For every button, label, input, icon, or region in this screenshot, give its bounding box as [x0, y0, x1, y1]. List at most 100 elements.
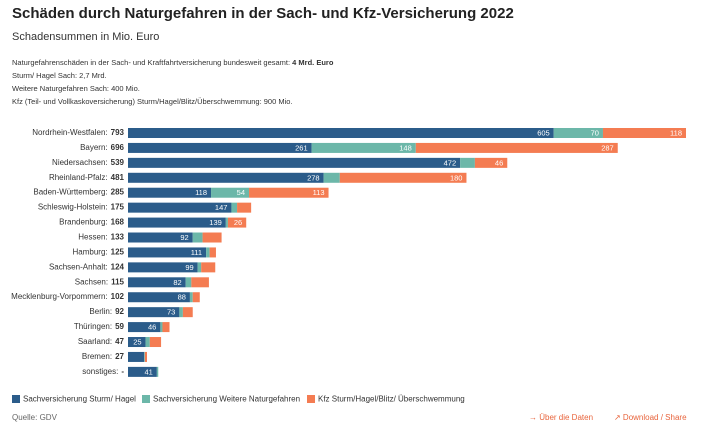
- note: Naturgefahrenschäden in der Sach- und Kr…: [12, 58, 334, 67]
- value-label: 118: [670, 128, 682, 137]
- note-bold: 4 Mrd. Euro: [292, 58, 334, 67]
- value-label: 70: [591, 128, 599, 137]
- category-total: 539: [111, 158, 125, 167]
- value-label: 73: [167, 308, 175, 317]
- bar-segment: [192, 292, 200, 303]
- bar-segment: [191, 277, 209, 288]
- category-label: Sachsen-Anhalt: 124: [49, 262, 125, 271]
- chart-subtitle: Schadensummen in Mio. Euro: [12, 31, 159, 43]
- category-total: 47: [115, 337, 124, 346]
- bar-segment: [311, 142, 416, 153]
- bar-segment: [211, 187, 250, 198]
- bar-segment: [128, 217, 226, 228]
- category-name: Niedersachsen:: [52, 158, 108, 167]
- bar-segment: [602, 128, 686, 138]
- category-label: sonstiges: -: [82, 367, 124, 376]
- bar-segment: [237, 202, 252, 213]
- bar-segment: [128, 157, 461, 168]
- value-label: 605: [537, 128, 550, 137]
- category-name: Sachsen-Anhalt:: [49, 262, 108, 271]
- category-label: Saarland: 47: [78, 337, 125, 346]
- bar-segment: [156, 366, 159, 377]
- category-total: 59: [115, 322, 124, 331]
- value-label: 41: [145, 367, 153, 376]
- bar-segment: [206, 247, 210, 258]
- value-label: 139: [209, 218, 222, 227]
- bar-segment: [192, 232, 203, 243]
- category-total: 285: [111, 188, 125, 197]
- bar-segment: [128, 247, 207, 258]
- note: Kfz (Teil- und Vollkaskoversicherung) St…: [12, 97, 293, 106]
- bar-segment: [185, 277, 192, 288]
- legend-swatch: [142, 395, 150, 403]
- category-name: Bayern:: [80, 143, 108, 152]
- bar-segment: [128, 277, 186, 288]
- value-label: 88: [178, 293, 186, 302]
- bar-segment: [202, 232, 222, 243]
- category-total: 793: [111, 128, 125, 137]
- category-total: -: [121, 367, 124, 376]
- category-label: Thüringen: 59: [74, 322, 125, 331]
- bar-segment: [231, 202, 238, 213]
- category-label: Rheinland-Pfalz: 481: [49, 173, 125, 182]
- category-name: Saarland:: [78, 337, 112, 346]
- bar-segment: [128, 322, 161, 333]
- category-name: Mecklenburg-Vorpommern:: [11, 292, 107, 301]
- bar-segment: [144, 351, 147, 362]
- bar-segment: [225, 217, 228, 228]
- link[interactable]: ↗ Download / Share: [614, 413, 687, 422]
- category-name: Rheinland-Pfalz:: [49, 173, 108, 182]
- bar-segment: [128, 292, 190, 303]
- category-label: Bremen: 27: [82, 352, 125, 361]
- category-label: Schleswig-Holstein: 175: [38, 203, 125, 212]
- bar-segment: [128, 187, 212, 198]
- bar-segment: [128, 128, 554, 138]
- link[interactable]: → Über die Daten: [529, 413, 593, 422]
- category-label: Sachsen: 115: [75, 277, 125, 286]
- bar-segment: [323, 172, 340, 183]
- bar-segment: [201, 262, 216, 273]
- category-name: Nordrhein-Westfalen:: [32, 128, 107, 137]
- value-label: 111: [191, 248, 202, 257]
- legend-label: Kfz Sturm/Hagel/Blitz/ Überschwemmung: [318, 395, 465, 404]
- bar-segment: [162, 322, 170, 333]
- category-name: sonstiges:: [82, 367, 118, 376]
- value-label: 118: [195, 188, 207, 197]
- category-total: 696: [111, 143, 125, 152]
- note-text: Kfz (Teil- und Vollkaskoversicherung) St…: [12, 97, 293, 106]
- value-label: 472: [444, 158, 457, 167]
- note-text: Naturgefahrenschäden in der Sach- und Kr…: [12, 58, 292, 67]
- bar-segment: [209, 247, 216, 258]
- bar-segment: [128, 351, 145, 362]
- bar-segment: [249, 187, 329, 198]
- value-label: 287: [601, 143, 614, 152]
- value-label: 148: [399, 143, 412, 152]
- chart-title: Schäden durch Naturgefahren in der Sach-…: [12, 5, 514, 22]
- category-total: 481: [111, 173, 125, 182]
- category-total: 115: [111, 277, 124, 286]
- bar-segment: [145, 337, 150, 348]
- bar-segment: [197, 262, 202, 273]
- legend-swatch: [307, 395, 315, 403]
- legend-label: Sachversicherung Weitere Naturgefahren: [153, 395, 300, 404]
- value-label: 180: [450, 173, 463, 182]
- bar-segment: [128, 142, 312, 153]
- category-name: Schleswig-Holstein:: [38, 203, 108, 212]
- category-total: 124: [111, 262, 125, 271]
- bar-segment: [460, 157, 475, 168]
- category-label: Hamburg: 125: [73, 248, 125, 257]
- bar-segment: [415, 142, 618, 153]
- category-total: 125: [111, 248, 125, 257]
- note-text: Sturm/ Hagel Sach: 2,7 Mrd.: [12, 71, 107, 80]
- value-label: 92: [180, 233, 188, 242]
- bar-segment: [128, 232, 193, 243]
- value-label: 82: [173, 278, 181, 287]
- note-text: Weitere Naturgefahren Sach: 400 Mio.: [12, 84, 140, 93]
- category-name: Bremen:: [82, 352, 112, 361]
- bar-segment: [128, 172, 324, 183]
- bar-segment: [128, 337, 146, 348]
- category-label: Brandenburg: 168: [59, 218, 124, 227]
- bar-segment: [149, 337, 162, 348]
- category-total: 133: [111, 233, 125, 242]
- category-label: Berlin: 92: [89, 307, 124, 316]
